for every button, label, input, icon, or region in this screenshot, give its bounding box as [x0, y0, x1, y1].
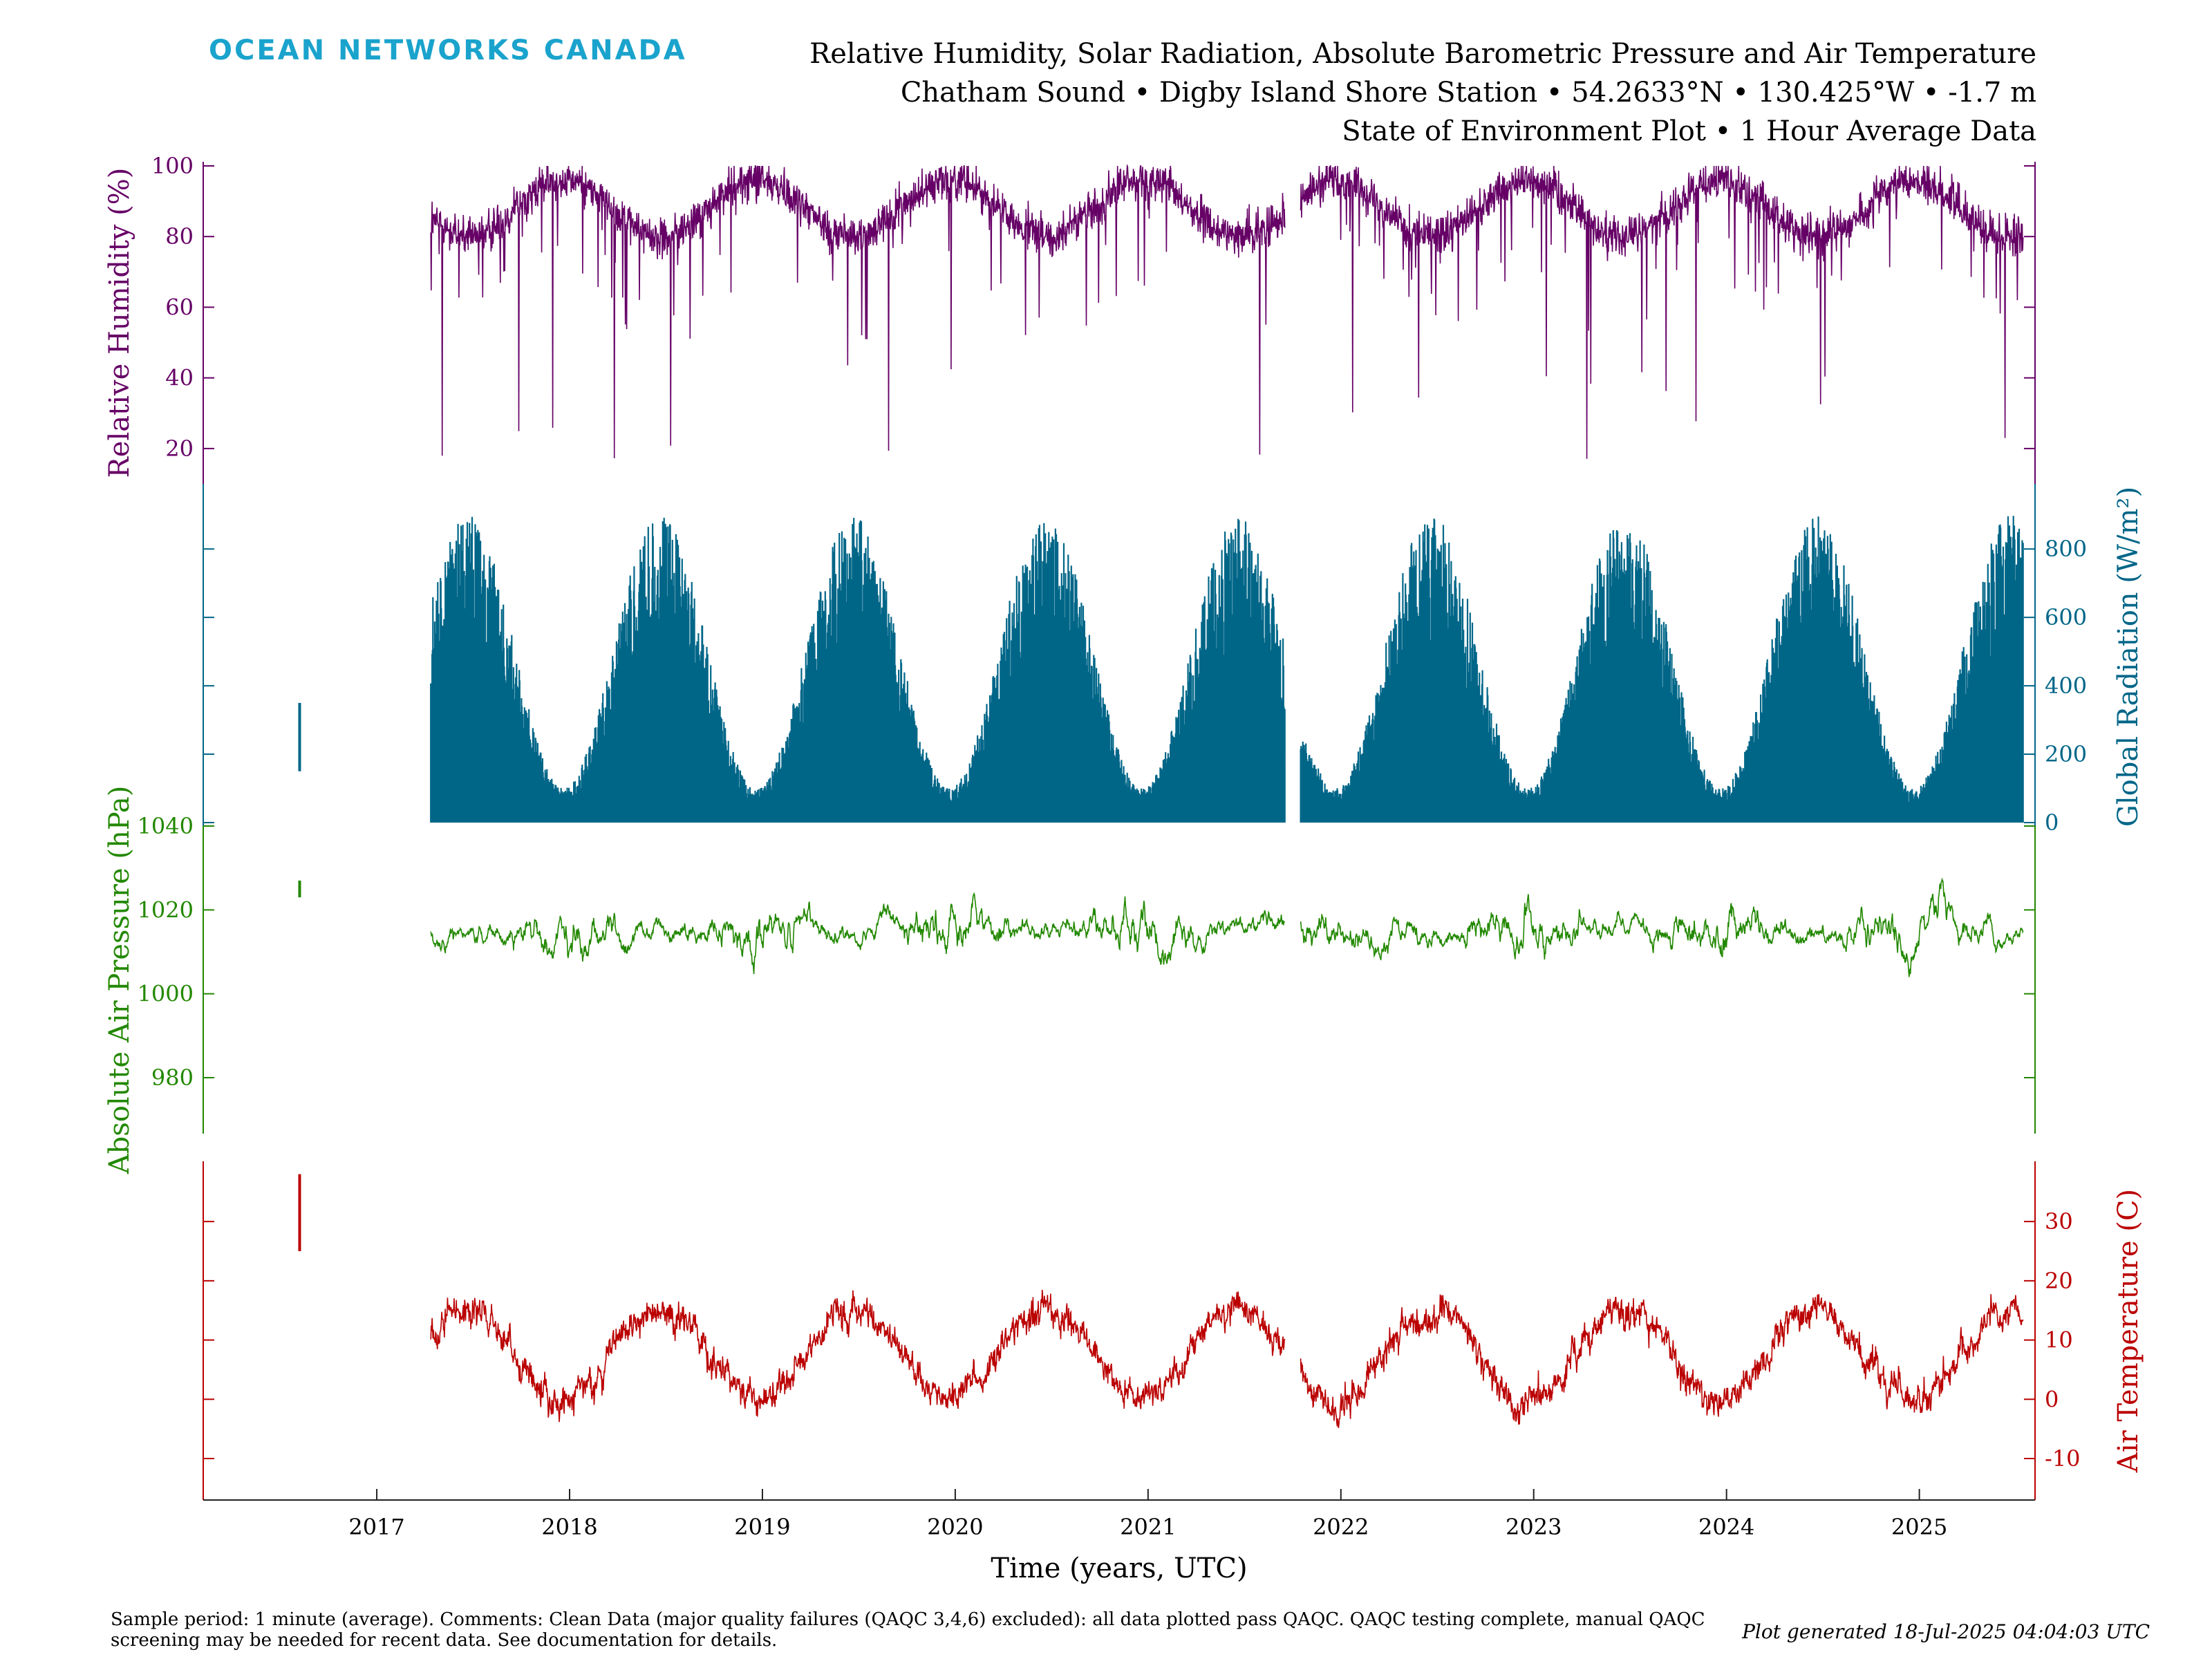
humidity-tick-label: 20 — [165, 435, 194, 462]
temperature-tick-label: 30 — [2045, 1208, 2073, 1235]
temperature-series-line — [430, 1289, 2024, 1428]
temperature-tick-label: 0 — [2045, 1386, 2059, 1412]
humidity-tick-label: 40 — [165, 365, 194, 391]
footer-note: Sample period: 1 minute (average). Comme… — [111, 1609, 1705, 1651]
pressure-tick-label: 1020 — [138, 897, 194, 923]
pressure-panel — [298, 877, 2024, 977]
temperature-panel — [298, 1174, 2024, 1428]
x-tick-label: 2020 — [927, 1514, 983, 1540]
humidity-panel — [430, 163, 2024, 459]
pressure-tick-label: 980 — [151, 1065, 194, 1091]
brand-logo: OCEAN NETWORKS CANADA — [209, 35, 687, 66]
pressure-tick-label: 1000 — [138, 981, 194, 1007]
temperature-axis: -10 0 10 20 30 Air Temperature (C) — [203, 1161, 2144, 1500]
x-tick-label: 2025 — [1891, 1514, 1947, 1540]
temperature-tick-label: -10 — [2045, 1445, 2081, 1472]
plot-subtitle-type: State of Environment Plot • 1 Hour Avera… — [1342, 115, 2036, 147]
radiation-axis-title: Global Radiation (W/m²) — [2112, 487, 2144, 827]
x-tick-label: 2022 — [1313, 1514, 1369, 1540]
x-tick-label: 2018 — [541, 1514, 597, 1540]
temperature-tick-label: 10 — [2045, 1327, 2073, 1353]
generated-timestamp: Plot generated 18-Jul-2025 04:04:03 UTC — [1742, 1620, 2150, 1643]
x-tick-label: 2023 — [1506, 1514, 1562, 1540]
radiation-tick-label: 800 — [2045, 536, 2087, 562]
pressure-tick-label: 1040 — [138, 813, 194, 839]
plot-title-block: Relative Humidity, Solar Radiation, Abso… — [809, 35, 2036, 151]
plot-title: Relative Humidity, Solar Radiation, Abso… — [809, 38, 2036, 70]
x-tick-label: 2024 — [1698, 1514, 1754, 1540]
radiation-tick-label: 200 — [2045, 741, 2087, 767]
plot-subtitle-location: Chatham Sound • Digby Island Shore Stati… — [900, 77, 2036, 109]
radiation-panel — [298, 516, 2024, 823]
humidity-axis-title: Relative Humidity (%) — [104, 168, 135, 478]
radiation-tick-label: 0 — [2045, 809, 2059, 836]
x-tick-label: 2019 — [734, 1514, 790, 1540]
humidity-tick-label: 100 — [151, 153, 194, 179]
radiation-axis: 0 200 400 600 800 Global Radiation (W/m²) — [203, 484, 2144, 836]
x-tick-label: 2021 — [1120, 1514, 1176, 1540]
chart-panels — [298, 163, 2024, 1428]
humidity-axis: 20 40 60 80 100 Relative Humidity (%) — [104, 153, 2036, 484]
x-tick-label: 2017 — [348, 1514, 404, 1540]
pressure-axis-title: Absolute Air Pressure (hPa) — [104, 786, 135, 1175]
radiation-tick-label: 600 — [2045, 604, 2087, 630]
temperature-axis-title: Air Temperature (C) — [2112, 1189, 2144, 1473]
radiation-series-line — [430, 516, 2024, 823]
pressure-series-line — [430, 877, 2024, 977]
humidity-tick-label: 60 — [165, 294, 194, 320]
temperature-tick-label: 20 — [2045, 1268, 2073, 1294]
humidity-series-line — [430, 163, 2024, 459]
x-axis-title: Time (years, UTC) — [991, 1553, 1247, 1584]
x-axis: 2017 2018 2019 2020 2021 2022 2023 2024 2025 Time… — [203, 1489, 2035, 1584]
humidity-tick-label: 80 — [165, 223, 194, 250]
radiation-tick-label: 400 — [2045, 673, 2087, 699]
